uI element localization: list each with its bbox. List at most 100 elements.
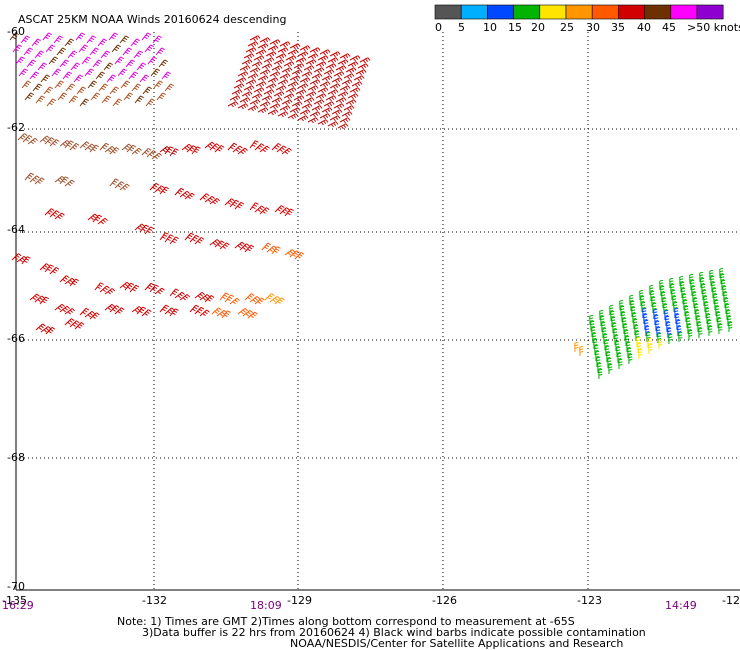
wind-barb bbox=[181, 143, 192, 151]
wind-barb bbox=[51, 68, 61, 77]
wind-barb bbox=[267, 45, 279, 52]
wind-barb bbox=[44, 208, 55, 216]
legend-swatch bbox=[670, 4, 698, 20]
wind-barb bbox=[59, 275, 70, 283]
wind-barb bbox=[602, 327, 607, 339]
wind-barb bbox=[279, 41, 291, 48]
wind-barb bbox=[329, 83, 341, 90]
wind-barb bbox=[204, 195, 215, 203]
wind-barb bbox=[309, 47, 321, 54]
wind-barb bbox=[257, 43, 269, 50]
wind-barb bbox=[249, 202, 259, 211]
wind-barb bbox=[247, 311, 258, 319]
wind-barb bbox=[261, 63, 273, 70]
wind-barb bbox=[325, 95, 337, 102]
wind-barb bbox=[701, 283, 706, 295]
wind-barb bbox=[92, 59, 102, 68]
wind-barb bbox=[87, 213, 98, 221]
wind-barb bbox=[642, 307, 647, 319]
wind-barb bbox=[269, 71, 281, 78]
wind-barb bbox=[247, 41, 259, 48]
wind-barb bbox=[39, 135, 50, 143]
wind-barb bbox=[721, 279, 726, 291]
wind-barb bbox=[87, 80, 97, 89]
wind-barb bbox=[614, 334, 619, 346]
wind-barb bbox=[81, 56, 91, 65]
wind-barb bbox=[672, 295, 677, 307]
wind-barb bbox=[676, 319, 681, 331]
wind-barb bbox=[659, 279, 664, 291]
wind-barb bbox=[232, 145, 243, 153]
wind-barb bbox=[624, 329, 629, 341]
wind-barb bbox=[169, 308, 179, 317]
wind-barb bbox=[287, 81, 299, 88]
wind-barb bbox=[313, 67, 325, 74]
wind-barb bbox=[275, 85, 287, 92]
wind-barb bbox=[333, 103, 345, 110]
wind-barb bbox=[673, 301, 678, 313]
wind-barb bbox=[645, 325, 650, 337]
wind-barb bbox=[24, 92, 34, 101]
wind-barb bbox=[244, 244, 255, 253]
wind-barb bbox=[323, 69, 335, 76]
wind-barb bbox=[40, 74, 50, 83]
wind-barb bbox=[284, 208, 294, 217]
wind-barb bbox=[229, 297, 240, 305]
wind-barb bbox=[27, 137, 38, 145]
wind-barb bbox=[112, 98, 122, 107]
wind-barb bbox=[11, 253, 22, 261]
wind-barb bbox=[682, 293, 687, 305]
wind-barb bbox=[327, 121, 339, 128]
wind-barb bbox=[606, 351, 611, 363]
wind-barb bbox=[589, 314, 594, 326]
wind-barb bbox=[239, 65, 251, 72]
wind-barb bbox=[99, 142, 110, 151]
wind-barb bbox=[297, 83, 309, 90]
wind-barb bbox=[9, 32, 19, 41]
wind-barb bbox=[249, 35, 261, 42]
wind-barb bbox=[73, 74, 83, 83]
wind-barb bbox=[237, 103, 249, 110]
wind-barb bbox=[229, 95, 241, 102]
wind-barb bbox=[75, 32, 85, 41]
wind-barb bbox=[609, 304, 614, 316]
longitude-label: -120 bbox=[722, 594, 740, 607]
wind-barb bbox=[259, 145, 270, 153]
wind-barb bbox=[689, 273, 694, 285]
wind-barb bbox=[681, 287, 686, 299]
wind-barb bbox=[74, 322, 85, 330]
wind-barb bbox=[104, 145, 115, 153]
wind-speed-legend: 0 5 10 15 20 25 30 35 40 45 >50 knots bbox=[434, 4, 740, 34]
wind-barb bbox=[144, 44, 154, 53]
wind-barb bbox=[159, 146, 171, 153]
wind-barb bbox=[21, 80, 31, 89]
latitude-label: -68 bbox=[7, 451, 25, 464]
wind-barb bbox=[245, 47, 257, 54]
wind-barb bbox=[648, 343, 653, 355]
wind-barb bbox=[347, 93, 359, 100]
wind-barb bbox=[64, 179, 75, 187]
wind-barb bbox=[663, 303, 668, 315]
wind-barb bbox=[291, 101, 303, 108]
wind-barb bbox=[698, 327, 703, 339]
wind-barb bbox=[101, 95, 111, 104]
wind-barb bbox=[627, 347, 632, 359]
wind-barb bbox=[307, 85, 319, 92]
wind-barb bbox=[709, 269, 714, 281]
wind-barb bbox=[279, 73, 291, 80]
wind-barb bbox=[254, 205, 265, 213]
legend-swatch bbox=[434, 4, 462, 20]
wind-barb bbox=[687, 323, 692, 335]
wind-barb bbox=[329, 115, 341, 122]
wind-barb bbox=[289, 250, 300, 258]
wind-barb bbox=[141, 309, 152, 317]
wind-barb bbox=[670, 283, 675, 295]
wind-barb bbox=[621, 311, 626, 323]
wind-barb bbox=[194, 237, 205, 245]
longitude-label: -123 bbox=[577, 594, 602, 607]
wind-barb bbox=[671, 289, 676, 301]
wind-barb bbox=[265, 51, 277, 58]
wind-barb bbox=[254, 297, 265, 305]
wind-barb bbox=[23, 47, 33, 56]
wind-barb bbox=[120, 80, 130, 89]
